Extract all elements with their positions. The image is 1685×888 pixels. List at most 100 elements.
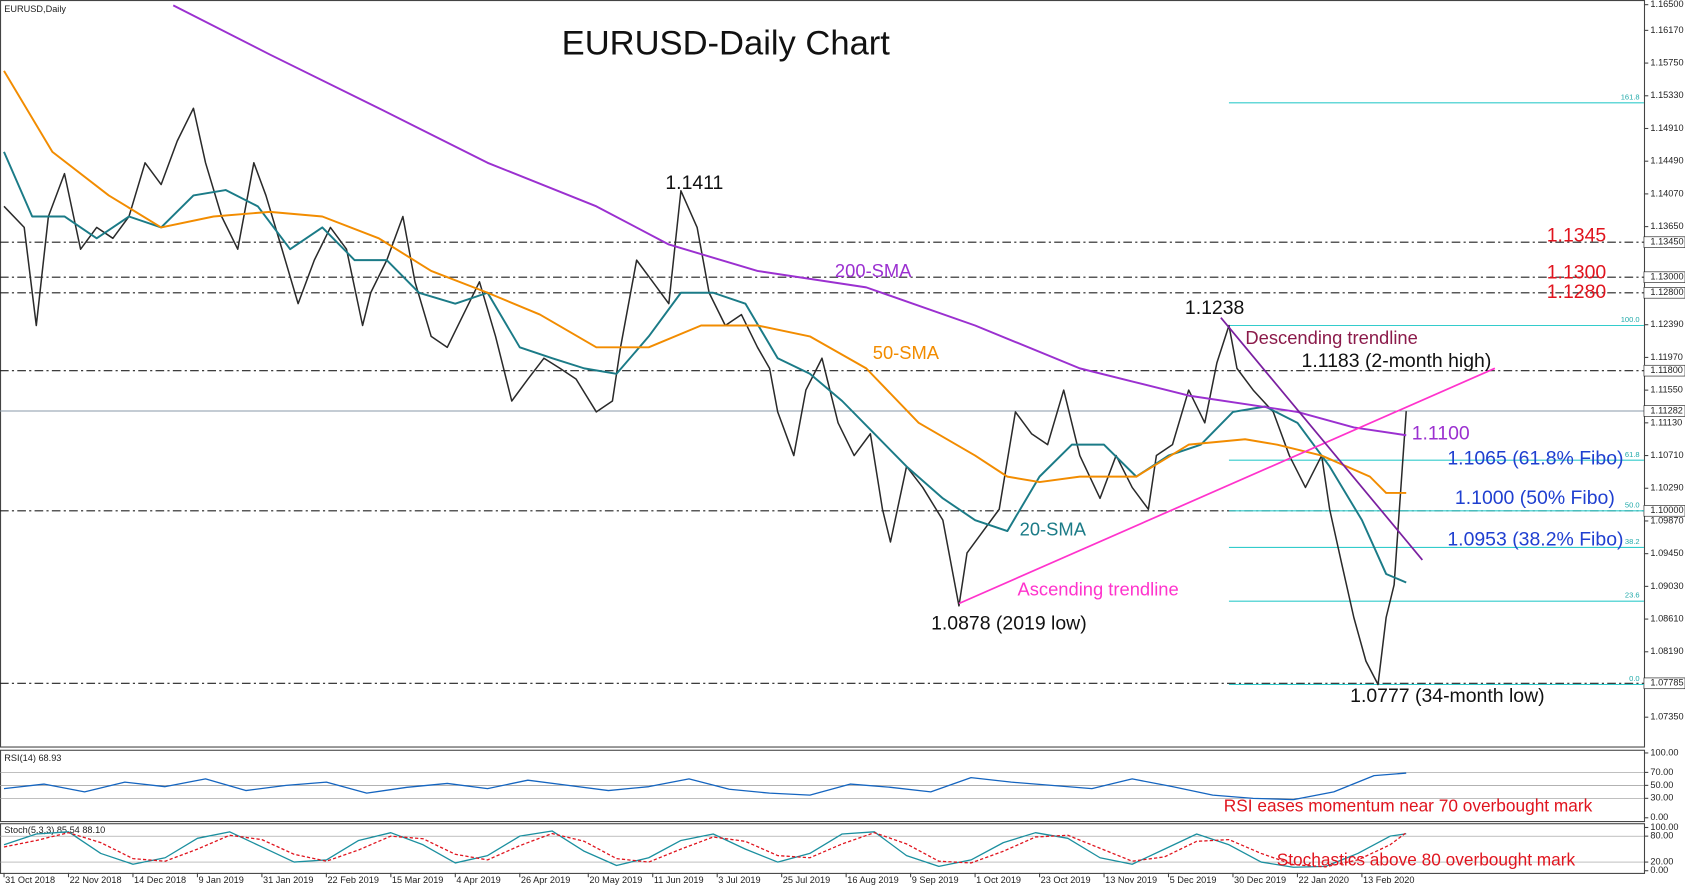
series-line: [3, 70, 1407, 494]
current-price-label: 1.11282: [1650, 405, 1682, 415]
trendline-label: Descending trendline: [1245, 327, 1417, 348]
x-tick-label: 23 Oct 2019: [1041, 875, 1091, 885]
annotation: 1.1238: [1185, 297, 1244, 319]
level-label-box: [1643, 236, 1685, 248]
y-tick-label: 30.00: [1650, 793, 1673, 803]
y-tick-label: 100.00: [1650, 822, 1678, 832]
x-tick-label: 15 Mar 2019: [392, 875, 443, 885]
x-tick-label: 26 Apr 2019: [521, 875, 570, 885]
x-tick-label: 14 Dec 2018: [134, 875, 186, 885]
level-label-box: [1643, 364, 1685, 377]
level-label: 1.07785: [1650, 678, 1683, 688]
y-tick-label: 1.10710: [1650, 450, 1683, 460]
x-tick-label: 11 Jun 2019: [654, 875, 704, 885]
x-tick-label: 9 Sep 2019: [912, 875, 959, 885]
fibo-label: 161.8: [1621, 92, 1640, 101]
x-tick-label: 16 Aug 2019: [847, 875, 899, 885]
fibo-label: 50.0: [1625, 500, 1640, 509]
y-tick-label: 0.00: [1650, 865, 1668, 875]
sma-label: 200-SMA: [835, 260, 912, 281]
y-tick-label: 1.16500: [1650, 0, 1683, 9]
sma-label: 20-SMA: [1020, 518, 1087, 539]
y-tick-label: 1.15330: [1650, 90, 1683, 100]
x-tick-label: 4 Apr 2019: [456, 875, 500, 885]
annotation: 1.1100: [1412, 422, 1470, 444]
y-tick-label: 70.00: [1650, 767, 1673, 777]
stoch-title: Stoch(5,3,3) 85.54 88.10: [4, 825, 105, 835]
series-line: [172, 4, 1407, 437]
rsi-title: RSI(14) 68.93: [4, 753, 61, 763]
series-line: [3, 151, 1407, 584]
x-tick-label: 25 Jul 2019: [783, 875, 830, 885]
annotation: 1.0777 (34-month low): [1350, 685, 1544, 707]
y-tick-label: 1.16170: [1650, 25, 1683, 35]
x-tick-label: 13 Feb 2020: [1363, 875, 1415, 885]
x-tick-label: 22 Jan 2020: [1299, 875, 1349, 885]
level-label: 1.13450: [1650, 237, 1683, 247]
level-label-box: [1643, 287, 1685, 299]
annotation: 1.1300: [1547, 261, 1607, 283]
current-price-box: [1643, 405, 1685, 417]
y-tick-label: 0.00: [1650, 812, 1668, 822]
annotation: 1.1411: [665, 172, 723, 194]
y-tick-label: 1.12390: [1650, 319, 1683, 329]
x-tick-label: 30 Dec 2019: [1234, 875, 1286, 885]
x-tick-label: 22 Feb 2019: [327, 875, 379, 885]
annotation: 1.1000 (50% Fibo): [1455, 487, 1615, 509]
annotation: 1.1065 (61.8% Fibo): [1447, 447, 1623, 469]
y-tick-label: 50.00: [1650, 780, 1673, 790]
x-tick-label: 31 Jan 2019: [263, 875, 313, 885]
annotation: 1.1345: [1547, 225, 1606, 247]
main-panel: [0, 0, 1646, 748]
series-line: [3, 832, 1407, 868]
y-tick-label: 1.14070: [1650, 188, 1683, 198]
sma-label: 50-SMA: [873, 342, 940, 363]
y-tick-label: 1.08610: [1650, 613, 1683, 623]
y-tick-label: 1.13650: [1650, 221, 1683, 231]
x-tick-label: 3 Jul 2019: [718, 875, 760, 885]
fibo-label: 38.2: [1625, 537, 1640, 546]
rsi-panel: [0, 749, 1646, 823]
symbol-label: EURUSD,Daily: [4, 4, 66, 14]
x-tick-label: 1 Oct 2019: [976, 875, 1021, 885]
x-tick-label: 20 May 2019: [589, 875, 642, 885]
fibo-label: 23.6: [1625, 591, 1640, 600]
x-tick-label: 5 Dec 2019: [1170, 875, 1217, 885]
x-tick-label: 13 Nov 2019: [1105, 875, 1157, 885]
fibo-label: 61.8: [1625, 450, 1640, 459]
x-tick-label: 31 Oct 2018: [5, 875, 55, 885]
y-tick-label: 1.07350: [1650, 712, 1683, 722]
y-tick-label: 1.08190: [1650, 646, 1683, 656]
y-tick-label: 1.10290: [1650, 483, 1683, 493]
level-label-box: [1643, 677, 1685, 690]
series-line: [3, 107, 1407, 686]
fibo-label: 100.0: [1621, 315, 1640, 324]
annotation: 1.0953 (38.2% Fibo): [1447, 528, 1623, 550]
y-tick-label: 1.09450: [1650, 548, 1683, 558]
annotation: 1.1280: [1547, 281, 1607, 303]
y-tick-label: 1.11970: [1650, 352, 1682, 362]
y-tick-label: 1.14490: [1650, 156, 1683, 166]
level-label: 1.12800: [1650, 287, 1683, 297]
fibo-label: 0.0: [1629, 674, 1639, 683]
y-tick-label: 1.15750: [1650, 57, 1683, 67]
y-tick-label: 20.00: [1650, 856, 1673, 866]
y-tick-label: 1.09030: [1650, 581, 1683, 591]
y-tick-label: 80.00: [1650, 831, 1673, 841]
level-label: 1.11800: [1650, 365, 1682, 375]
annotation: 1.0878 (2019 low): [931, 613, 1087, 635]
panel-note: Stochastics above 80 overbought mark: [1277, 850, 1576, 870]
trendline: [958, 367, 1496, 605]
trendline: [1220, 317, 1424, 561]
y-tick-label: 100.00: [1650, 747, 1678, 757]
y-tick-label: 1.11130: [1650, 417, 1682, 427]
series-line: [3, 772, 1407, 801]
x-tick-label: 22 Nov 2018: [70, 875, 122, 885]
panel-note: RSI eases momentum near 70 overbought ma…: [1224, 796, 1593, 816]
level-label-box: [1643, 271, 1685, 283]
level-label: 1.13000: [1650, 272, 1683, 282]
chart-title: EURUSD-Daily Chart: [562, 24, 891, 62]
y-tick-label: 1.14910: [1650, 123, 1683, 133]
